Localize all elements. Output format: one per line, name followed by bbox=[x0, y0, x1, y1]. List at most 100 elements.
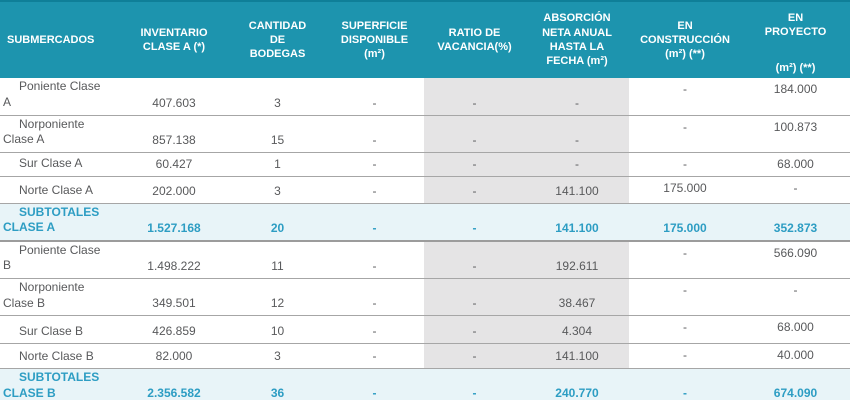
row-sur-clase-b: Sur Clase B 426.859 10 - - 4.304 - 68.00… bbox=[0, 315, 850, 345]
cell-inventario: 426.859 bbox=[118, 315, 230, 345]
cell-ratio-vacancia: - bbox=[424, 176, 525, 204]
cell-superficie: - bbox=[325, 240, 424, 280]
cell-absorcion: 141.100 bbox=[525, 176, 629, 204]
col-header-absorcion-neta: ABSORCIÓN NETA ANUAL HASTA LA FECHA (m²) bbox=[525, 0, 629, 78]
cell-ratio-vacancia: - bbox=[424, 115, 525, 153]
col-header-submercados: SUBMERCADOS bbox=[0, 0, 118, 78]
cell-submercado: Sur Clase A bbox=[0, 152, 118, 177]
col-header-label: EN CONSTRUCCIÓN (m²) (**) bbox=[640, 19, 730, 61]
col-header-en-proyecto: EN PROYECTO (m²) (**) bbox=[741, 0, 850, 78]
cell-submercado: Sur Clase B bbox=[0, 315, 118, 345]
cell-absorcion: 4.304 bbox=[525, 315, 629, 345]
cell-en-proyecto: 566.090 bbox=[741, 240, 850, 280]
col-header-label: EN PROYECTO bbox=[764, 12, 827, 39]
cell-absorcion: - bbox=[525, 115, 629, 153]
row-poniente-clase-a: Poniente Clase A 407.603 3 - - - - 184.0… bbox=[0, 78, 850, 116]
row-subtotales-clase-b: SUBTOTALES CLASE B 2.356.582 36 - - 240.… bbox=[0, 368, 850, 400]
cell-en-construccion: - bbox=[629, 343, 741, 370]
cell-absorcion: - bbox=[525, 78, 629, 116]
cell-inventario: 349.501 bbox=[118, 278, 230, 317]
col-header-cantidad-bodegas: CANTIDAD DE BODEGAS bbox=[230, 0, 325, 78]
cell-en-proyecto: 352.873 bbox=[741, 202, 850, 242]
cell-inventario: 1.498.222 bbox=[118, 240, 230, 280]
cell-en-proyecto: 68.000 bbox=[741, 315, 850, 345]
row-norponiente-clase-b: Norponiente Clase B 349.501 12 - - 38.46… bbox=[0, 278, 850, 317]
header-row: SUBMERCADOS INVENTARIO CLASE A (*) CANTI… bbox=[0, 0, 850, 78]
cell-superficie: - bbox=[325, 315, 424, 345]
cell-en-construccion: - bbox=[629, 315, 741, 345]
cell-cantidad-bodegas: 20 bbox=[230, 202, 325, 242]
cell-ratio-vacancia: - bbox=[424, 278, 525, 317]
cell-cantidad-bodegas: 15 bbox=[230, 115, 325, 153]
cell-submercado: Norponiente Clase B bbox=[0, 278, 118, 317]
cell-submercado: Norte Clase A bbox=[0, 176, 118, 204]
cell-superficie: - bbox=[325, 202, 424, 242]
cell-inventario: 82.000 bbox=[118, 343, 230, 370]
row-poniente-clase-b: Poniente Clase B 1.498.222 11 - - 192.61… bbox=[0, 240, 850, 280]
col-header-en-construccion: EN CONSTRUCCIÓN (m²) (**) bbox=[629, 0, 741, 78]
cell-cantidad-bodegas: 3 bbox=[230, 343, 325, 370]
col-header-label: SUBMERCADOS bbox=[7, 33, 95, 46]
cell-cantidad-bodegas: 3 bbox=[230, 78, 325, 116]
cell-submercado: SUBTOTALES CLASE B bbox=[0, 368, 118, 400]
cell-ratio-vacancia: - bbox=[424, 343, 525, 370]
col-header-label: SUPERFICIE DISPONIBLE (m²) bbox=[340, 19, 409, 61]
cell-en-construccion: 175.000 bbox=[629, 176, 741, 204]
cell-absorcion: 141.100 bbox=[525, 343, 629, 370]
cell-submercado: Poniente Clase B bbox=[0, 240, 118, 280]
col-header-sublabel: (m²) (**) bbox=[775, 61, 816, 74]
cell-cantidad-bodegas: 12 bbox=[230, 278, 325, 317]
col-header-label: ABSORCIÓN NETA ANUAL HASTA LA FECHA (m²) bbox=[542, 12, 612, 68]
cell-en-proyecto: 68.000 bbox=[741, 152, 850, 177]
cell-absorcion: 240.770 bbox=[525, 368, 629, 400]
cell-en-proyecto: - bbox=[741, 278, 850, 317]
cell-submercado: SUBTOTALES CLASE A bbox=[0, 202, 118, 242]
row-norponiente-clase-a: Norponiente Clase A 857.138 15 - - - - 1… bbox=[0, 115, 850, 153]
cell-en-construccion: - bbox=[629, 115, 741, 153]
cell-en-proyecto: 100.873 bbox=[741, 115, 850, 153]
cell-superficie: - bbox=[325, 176, 424, 204]
row-norte-clase-b: Norte Clase B 82.000 3 - - 141.100 - 40.… bbox=[0, 343, 850, 370]
col-header-superficie-disponible: SUPERFICIE DISPONIBLE (m²) bbox=[325, 0, 424, 78]
row-norte-clase-a: Norte Clase A 202.000 3 - - 141.100 175.… bbox=[0, 176, 850, 204]
cell-cantidad-bodegas: 10 bbox=[230, 315, 325, 345]
cell-inventario: 60.427 bbox=[118, 152, 230, 177]
cell-cantidad-bodegas: 11 bbox=[230, 240, 325, 280]
cell-en-construccion: - bbox=[629, 152, 741, 177]
cell-cantidad-bodegas: 36 bbox=[230, 368, 325, 400]
col-header-ratio-vacancia: RATIO DE VACANCIA(%) bbox=[424, 0, 525, 78]
col-header-inventario-clase-a: INVENTARIO CLASE A (*) bbox=[118, 0, 230, 78]
cell-superficie: - bbox=[325, 152, 424, 177]
col-header-label: INVENTARIO CLASE A (*) bbox=[140, 26, 208, 53]
cell-inventario: 857.138 bbox=[118, 115, 230, 153]
row-subtotales-clase-a: SUBTOTALES CLASE A 1.527.168 20 - - 141.… bbox=[0, 202, 850, 242]
cell-superficie: - bbox=[325, 343, 424, 370]
cell-ratio-vacancia: - bbox=[424, 368, 525, 400]
cell-submercado: Norponiente Clase A bbox=[0, 115, 118, 153]
cell-en-construccion: - bbox=[629, 78, 741, 116]
cell-ratio-vacancia: - bbox=[424, 240, 525, 280]
cell-en-proyecto: 40.000 bbox=[741, 343, 850, 370]
cell-superficie: - bbox=[325, 78, 424, 116]
cell-superficie: - bbox=[325, 368, 424, 400]
cell-en-construccion: - bbox=[629, 278, 741, 317]
cell-absorcion: 141.100 bbox=[525, 202, 629, 242]
cell-cantidad-bodegas: 1 bbox=[230, 152, 325, 177]
cell-submercado: Poniente Clase A bbox=[0, 78, 118, 116]
cell-inventario: 202.000 bbox=[118, 176, 230, 204]
col-header-label: CANTIDAD DE BODEGAS bbox=[248, 19, 307, 61]
cell-en-proyecto: 184.000 bbox=[741, 78, 850, 116]
cell-ratio-vacancia: - bbox=[424, 315, 525, 345]
cell-en-proyecto: - bbox=[741, 176, 850, 204]
cell-en-construccion: - bbox=[629, 240, 741, 280]
cell-submercado: Norte Clase B bbox=[0, 343, 118, 370]
table-body: Poniente Clase A 407.603 3 - - - - 184.0… bbox=[0, 78, 850, 400]
row-sur-clase-a: Sur Clase A 60.427 1 - - - - 68.000 bbox=[0, 152, 850, 177]
cell-absorcion: 192.611 bbox=[525, 240, 629, 280]
col-header-en-proyecto-wrap: EN PROYECTO (m²) (**) bbox=[743, 2, 848, 78]
cell-ratio-vacancia: - bbox=[424, 78, 525, 116]
cell-inventario: 407.603 bbox=[118, 78, 230, 116]
cell-absorcion: 38.467 bbox=[525, 278, 629, 317]
